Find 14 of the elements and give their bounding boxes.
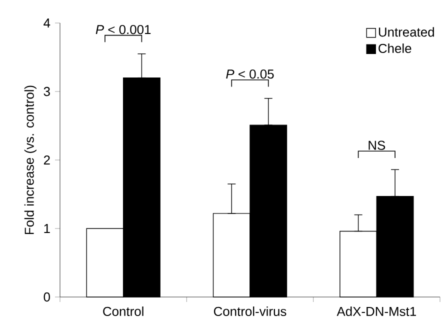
annotation: P < 0.001 [96,24,151,34]
x-tick-label: AdX-DN-Mst1 [336,306,416,316]
x-tick-label: Control-virus [214,306,286,316]
y-tick-label: 3 [44,86,50,96]
annotation: P < 0.05 [226,69,274,79]
y-tick-label: 1 [44,224,50,233]
annotation: NS [368,140,386,150]
legend-label: Chele [378,43,412,54]
legend-label: Untreated [378,27,434,37]
x-tick-label: Control [103,306,144,316]
y-tick-label: 4 [44,18,50,28]
y-tick-label: 0 [44,292,50,302]
y-tick-label: 2 [44,155,50,165]
y-axis-title: Fold increase (vs. control) [24,86,36,234]
